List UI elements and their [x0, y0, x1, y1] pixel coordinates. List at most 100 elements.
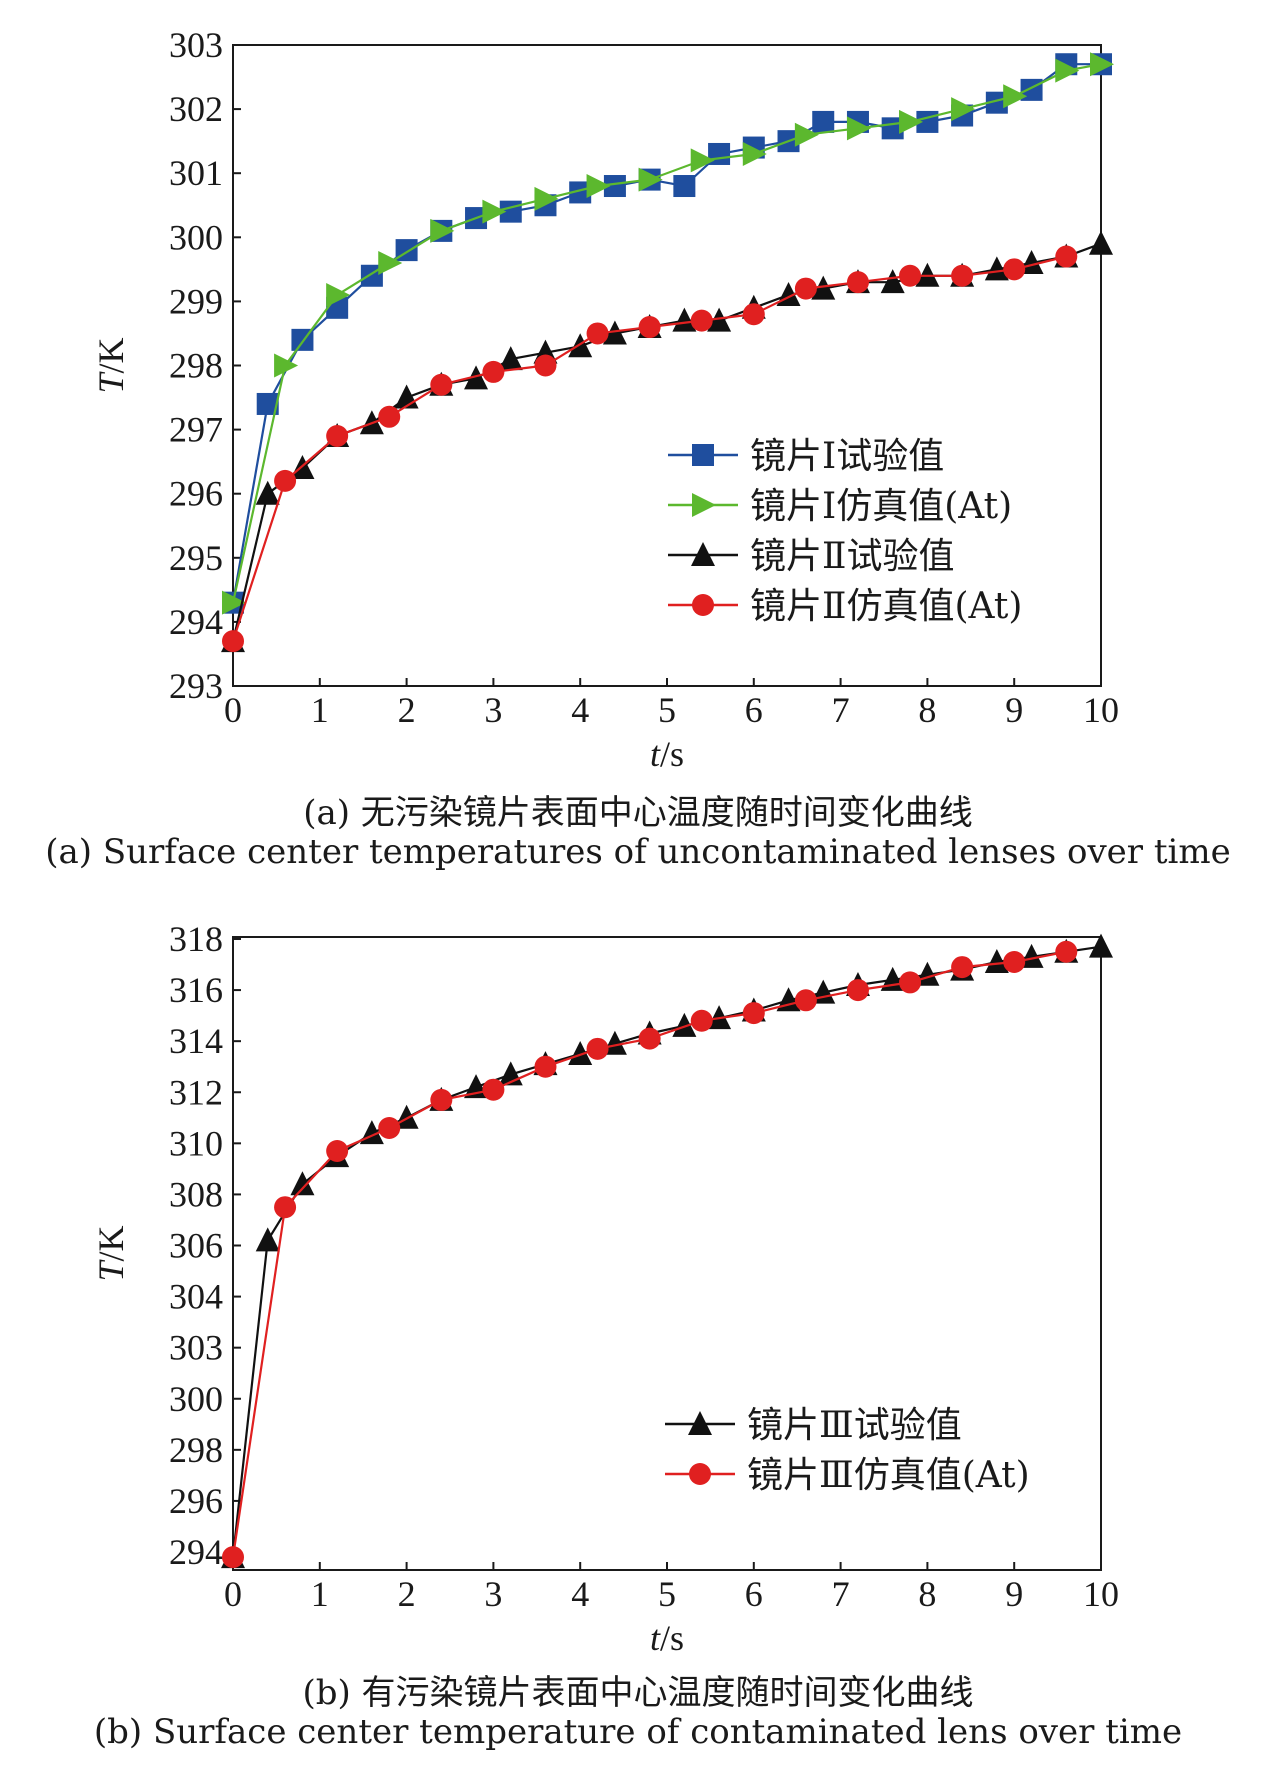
x-tick-label: 9 — [1005, 1574, 1023, 1614]
y-tick-label: 296 — [169, 1481, 223, 1521]
x-axis-label: t/s — [650, 1618, 684, 1658]
marker-circle — [1055, 245, 1078, 268]
marker-triangle-right — [638, 167, 663, 192]
marker-circle — [692, 594, 714, 616]
marker-circle — [274, 469, 297, 492]
marker-triangle — [255, 480, 280, 505]
marker-triangle-right — [1003, 84, 1028, 109]
y-tick-label: 294 — [169, 1532, 223, 1572]
marker-triangle — [691, 542, 715, 566]
x-tick-label: 2 — [398, 690, 416, 730]
chart-panel-a: 0 1 2 3 4 5 6 7 8 9 10 293 294 295 296 297 298 299 300 301 3… — [91, 25, 1119, 774]
marker-triangle — [464, 365, 489, 390]
x-tick-label: 10 — [1083, 1574, 1119, 1614]
x-tick-label: 9 — [1005, 690, 1023, 730]
y-tick-label: 306 — [169, 1226, 223, 1266]
marker-circle — [638, 1027, 661, 1050]
legend-label: 镜片Ⅲ仿真值(At) — [747, 1455, 1030, 1496]
marker-triangle — [602, 320, 627, 345]
marker-circle — [742, 303, 765, 326]
marker-triangle — [568, 1040, 593, 1065]
marker-circle — [1003, 258, 1026, 281]
marker-circle — [638, 316, 661, 339]
marker-square — [569, 181, 592, 204]
x-tick-label: 0 — [224, 690, 242, 730]
x-tick-label: 0 — [224, 1574, 242, 1614]
marker-square — [603, 175, 626, 198]
y-tick-label: 301 — [169, 153, 223, 193]
series-a-3 — [222, 245, 1078, 653]
x-tick-label: 4 — [571, 1574, 589, 1614]
series-b-1 — [222, 940, 1078, 1569]
marker-triangle-right — [951, 97, 976, 122]
caption-b-cn: (b) 有污染镜片表面中心温度随时间变化曲线 — [302, 1673, 974, 1713]
x-tick-label: 8 — [918, 690, 936, 730]
marker-circle — [951, 956, 974, 979]
marker-triangle-right — [692, 493, 716, 517]
marker-circle — [951, 264, 974, 287]
marker-triangle — [498, 346, 523, 371]
marker-triangle-right — [742, 141, 767, 166]
legend-label: 镜片Ⅱ试验值 — [750, 536, 954, 577]
y-tick-label: 318 — [169, 919, 223, 959]
marker-circle — [689, 1463, 711, 1485]
x-tick-label: 10 — [1083, 690, 1119, 730]
legend-label: 镜片Ⅰ仿真值(At) — [750, 486, 1012, 527]
marker-circle — [430, 373, 453, 396]
x-tick-label: 3 — [484, 690, 502, 730]
marker-triangle-right — [899, 109, 924, 134]
marker-circle — [794, 277, 817, 300]
marker-circle — [430, 1088, 453, 1111]
x-tick-label: 5 — [658, 1574, 676, 1614]
marker-triangle-right — [846, 116, 871, 141]
x-tick-label: 7 — [832, 1574, 850, 1614]
marker-triangle — [1019, 249, 1044, 274]
marker-triangle-right — [1055, 58, 1080, 83]
y-tick-label: 296 — [169, 474, 223, 514]
y-tick-label: 294 — [169, 602, 223, 642]
marker-triangle — [688, 1411, 712, 1435]
marker-triangle-right — [794, 122, 819, 147]
marker-circle — [534, 1055, 557, 1078]
x-tick-label: 7 — [832, 690, 850, 730]
marker-circle — [690, 309, 713, 332]
marker-circle — [846, 271, 869, 294]
x-tick-label: 1 — [311, 690, 329, 730]
marker-circle — [586, 1037, 609, 1060]
marker-square — [256, 392, 279, 415]
marker-triangle-right — [430, 218, 455, 243]
caption-a-en: (a) Surface center temperatures of uncon… — [45, 832, 1231, 872]
marker-circle — [326, 1139, 349, 1162]
x-tick-label: 8 — [918, 1574, 936, 1614]
marker-triangle — [984, 256, 1009, 281]
series-line — [231, 242, 1102, 642]
marker-triangle — [1089, 230, 1113, 255]
marker-triangle-right — [222, 590, 246, 615]
y-tick-label: 310 — [169, 1123, 223, 1163]
marker-circle — [482, 360, 505, 383]
marker-triangle — [880, 269, 905, 294]
marker-circle — [378, 1117, 401, 1140]
marker-circle — [222, 630, 244, 653]
caption-a-cn: (a) 无污染镜片表面中心温度随时间变化曲线 — [303, 793, 973, 833]
y-axis-label: T/K — [91, 337, 131, 393]
legend-label: 镜片Ⅱ仿真值(At) — [750, 586, 1022, 627]
marker-triangle — [290, 1171, 315, 1196]
marker-triangle-right — [534, 186, 559, 211]
x-tick-label: 5 — [658, 690, 676, 730]
legend-label: 镜片Ⅲ试验值 — [747, 1405, 962, 1446]
y-tick-label: 300 — [169, 1379, 223, 1419]
y-tick-label: 314 — [169, 1021, 223, 1061]
marker-triangle-right — [690, 148, 715, 173]
y-tick-label: 295 — [169, 538, 223, 578]
marker-circle — [378, 405, 401, 428]
marker-circle — [742, 1002, 765, 1025]
marker-circle — [222, 1546, 244, 1569]
y-tick-label: 303 — [169, 25, 223, 65]
marker-triangle — [1019, 943, 1044, 968]
marker-square — [985, 91, 1008, 114]
series-a-1 — [222, 52, 1114, 615]
